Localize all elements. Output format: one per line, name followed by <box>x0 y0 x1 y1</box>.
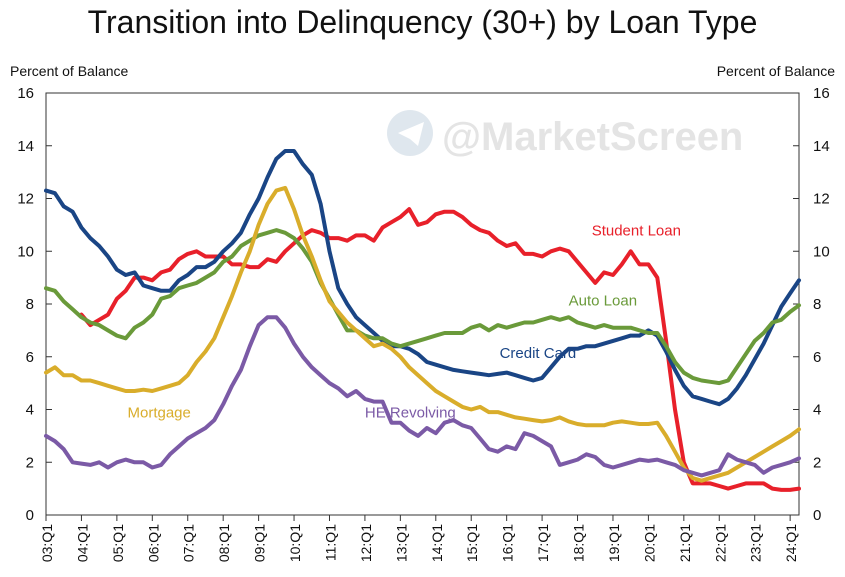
y-tick-label-left: 8 <box>26 296 34 313</box>
x-tick-label: 05:Q1 <box>110 524 126 562</box>
x-tick-label: 19:Q1 <box>606 524 622 562</box>
x-tick-label: 24:Q1 <box>783 524 799 562</box>
x-tick-label: 15:Q1 <box>464 524 480 562</box>
x-tick-label: 06:Q1 <box>145 524 161 562</box>
y-tick-label-left: 14 <box>17 138 34 155</box>
x-tick-label: 23:Q1 <box>748 524 764 562</box>
chart-title: Transition into Delinquency (30+) by Loa… <box>87 4 758 40</box>
series-line-mortgage <box>44 185 801 483</box>
y-tick-label-right: 0 <box>813 507 821 524</box>
y-tick-label-right: 8 <box>813 296 821 313</box>
y-tick-label-right: 6 <box>813 349 821 366</box>
x-tick-label: 11:Q1 <box>322 524 338 561</box>
y-tick-label-right: 10 <box>813 243 830 260</box>
x-tick-label: 09:Q1 <box>252 524 268 562</box>
telegram-plane-icon <box>398 122 424 146</box>
y-axis-right-label: Percent of Balance <box>716 63 835 79</box>
x-tick-label: 08:Q1 <box>216 524 232 562</box>
y-tick-label-right: 2 <box>813 454 821 471</box>
series-line-student-loan <box>79 207 801 492</box>
y-tick-label-left: 12 <box>17 191 34 208</box>
x-tick-label: 20:Q1 <box>641 524 657 562</box>
x-tick-label: 14:Q1 <box>429 524 445 562</box>
y-tick-label-left: 4 <box>26 402 34 419</box>
series-line-he-revolving <box>44 315 801 478</box>
series-line-credit-card <box>44 149 801 407</box>
y-tick-label-left: 2 <box>26 454 34 471</box>
x-tick-label: 17:Q1 <box>535 524 551 562</box>
series-line-auto-loan <box>44 228 801 386</box>
x-tick-label: 16:Q1 <box>500 524 516 562</box>
y-tick-label-left: 0 <box>26 507 34 524</box>
x-tick-label: 04:Q1 <box>74 524 90 562</box>
y-tick-label-right: 16 <box>813 85 830 102</box>
x-tick-label: 21:Q1 <box>677 524 693 562</box>
watermark-text: @MarketScreen <box>442 115 743 159</box>
x-tick-label: 13:Q1 <box>393 524 409 562</box>
y-tick-label-right: 4 <box>813 402 821 419</box>
series-label-student-loan: Student Loan <box>592 222 681 239</box>
y-tick-label-right: 12 <box>813 191 830 208</box>
y-tick-label-left: 6 <box>26 349 34 366</box>
y-tick-label-left: 16 <box>17 85 34 102</box>
watermark: @MarketScreen <box>387 110 743 159</box>
series-label-credit-card: Credit Card <box>500 345 577 362</box>
y-axis-left-label: Percent of Balance <box>10 63 129 79</box>
series-label-he-revolving: HE Revolving <box>365 404 456 421</box>
x-tick-label: 18:Q1 <box>571 524 587 562</box>
x-tick-label: 22:Q1 <box>712 524 728 562</box>
y-tick-label-right: 14 <box>813 138 830 155</box>
y-tick-label-left: 10 <box>17 243 34 260</box>
x-tick-label: 12:Q1 <box>358 524 374 562</box>
x-tick-label: 07:Q1 <box>181 524 197 562</box>
series-label-mortgage: Mortgage <box>128 404 191 421</box>
x-tick-label: 10:Q1 <box>287 524 303 562</box>
series-label-auto-loan: Auto Loan <box>569 292 637 309</box>
x-tick-label: 03:Q1 <box>39 524 55 562</box>
